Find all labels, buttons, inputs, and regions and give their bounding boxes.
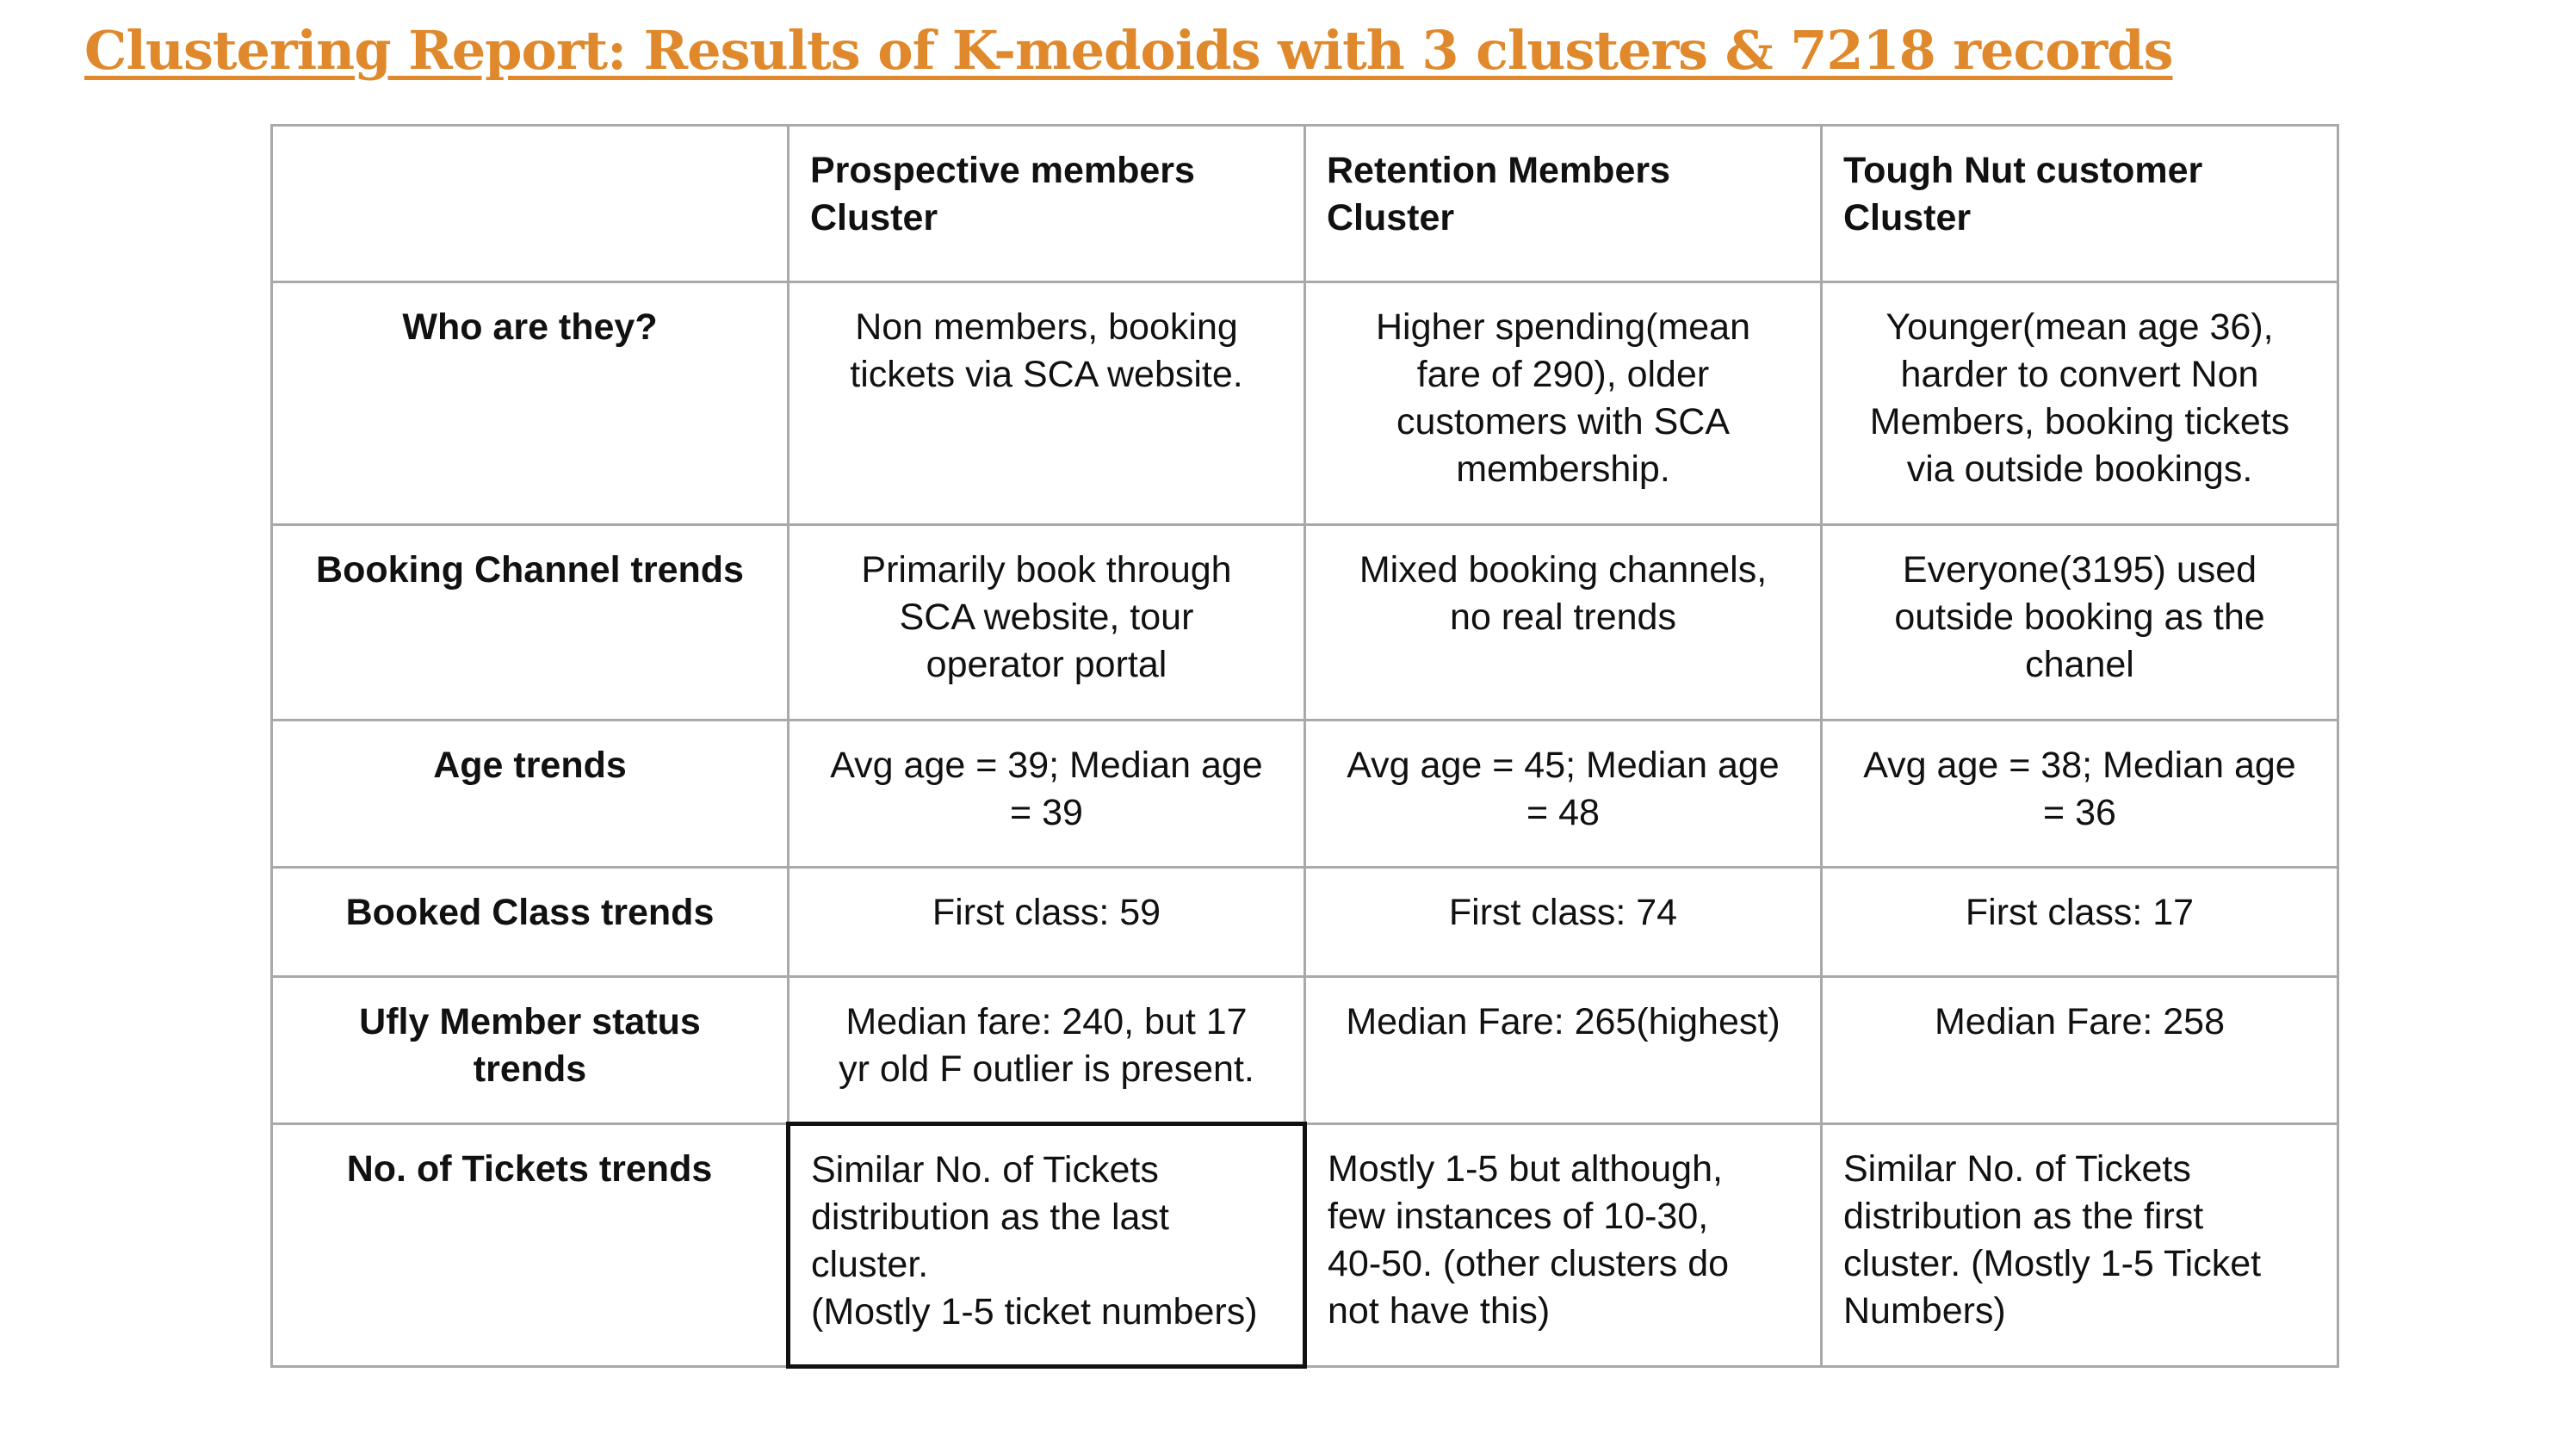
table-cell: Avg age = 45; Median age = 48	[1303, 719, 1823, 869]
table-row: No. of Tickets trends Similar No. of Tic…	[270, 1122, 2339, 1369]
table-cell: Avg age = 39; Median age = 39	[787, 719, 1306, 869]
table-row: Ufly Member status trends Median fare: 2…	[270, 975, 2339, 1125]
column-header-tough-nut: Tough Nut customer Cluster	[1820, 124, 2339, 283]
table-row: Who are they? Non members, booking ticke…	[270, 281, 2339, 526]
row-label-age-trends: Age trends	[270, 719, 790, 869]
table-cell: First class: 17	[1820, 866, 2339, 978]
table-cell: Median fare: 240, but 17 yr old F outlie…	[787, 975, 1306, 1125]
table-cell: Higher spending(mean fare of 290), older…	[1303, 281, 1823, 526]
column-header-prospective: Prospective members Cluster	[787, 124, 1306, 283]
table-cell: Everyone(3195) used outside booking as t…	[1820, 523, 2339, 721]
cluster-table: Prospective members Cluster Retention Me…	[270, 124, 2339, 1369]
row-label-no-of-tickets: No. of Tickets trends	[270, 1122, 790, 1368]
table-row: Booked Class trends First class: 59 Firs…	[270, 866, 2339, 978]
table-cell: Median Fare: 265(highest)	[1303, 975, 1823, 1125]
table-cell: Primarily book through SCA website, tour…	[787, 523, 1306, 721]
column-header-retention: Retention Members Cluster	[1303, 124, 1823, 283]
row-label-booking-channel: Booking Channel trends	[270, 523, 790, 721]
report-title: Clustering Report: Results of K-medoids …	[84, 19, 2173, 82]
table-cell: Younger(mean age 36), harder to convert …	[1820, 281, 2339, 526]
table-cell-selected[interactable]: Similar No. of Tickets distribution as t…	[786, 1122, 1307, 1369]
table-cell: Mostly 1-5 but although, few instances o…	[1303, 1122, 1823, 1368]
table-cell: First class: 74	[1303, 866, 1823, 978]
table-cell: First class: 59	[787, 866, 1306, 978]
row-label-who-are-they: Who are they?	[270, 281, 790, 526]
table-row: Booking Channel trends Primarily book th…	[270, 523, 2339, 721]
table-cell: Avg age = 38; Median age = 36	[1820, 719, 2339, 869]
corner-cell	[270, 124, 790, 283]
table-cell: Similar No. of Tickets distribution as t…	[1820, 1122, 2339, 1368]
table-row: Age trends Avg age = 39; Median age = 39…	[270, 719, 2339, 869]
row-label-booked-class: Booked Class trends	[270, 866, 790, 978]
table-cell: Median Fare: 258	[1820, 975, 2339, 1125]
table-cell: Mixed booking channels, no real trends	[1303, 523, 1823, 721]
header-row: Prospective members Cluster Retention Me…	[270, 124, 2339, 283]
row-label-ufly-member-status: Ufly Member status trends	[270, 975, 790, 1125]
table-cell: Non members, booking tickets via SCA web…	[787, 281, 1306, 526]
